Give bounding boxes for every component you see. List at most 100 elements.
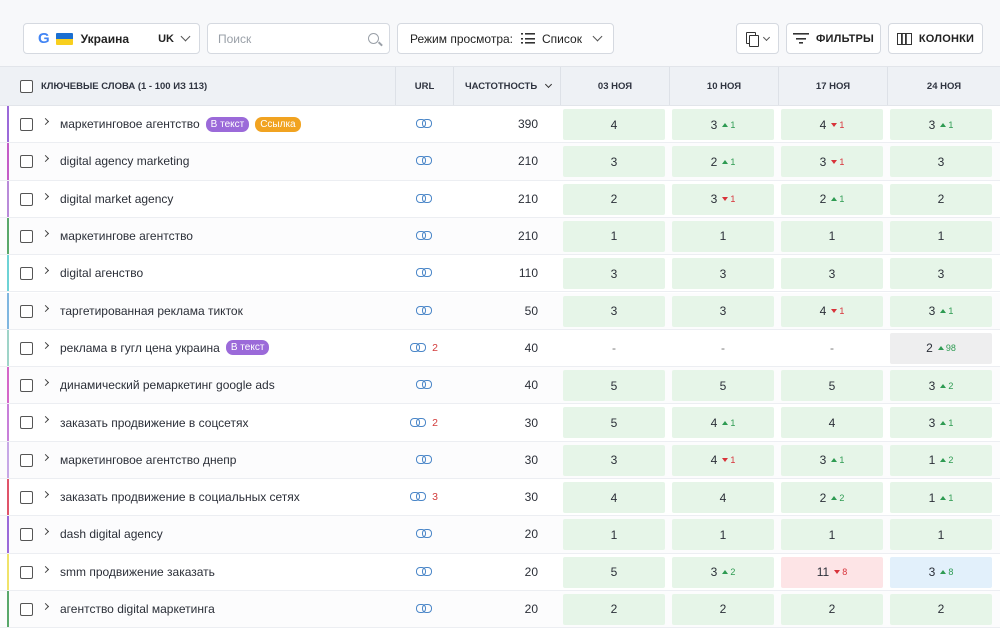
position-cell[interactable]: 1 bbox=[890, 519, 992, 551]
copy-button[interactable] bbox=[736, 23, 779, 54]
position-cell[interactable]: 3 bbox=[563, 444, 665, 476]
row-checkbox[interactable] bbox=[20, 118, 33, 131]
position-cell[interactable]: 1 bbox=[563, 519, 665, 551]
position-cell[interactable]: 4 bbox=[563, 109, 665, 140]
expand-chevron-icon[interactable] bbox=[41, 602, 50, 610]
region-selector[interactable]: G Украина UK bbox=[23, 23, 200, 54]
keyword-text[interactable]: заказать продвижение в социальных сетях bbox=[60, 490, 300, 505]
expand-chevron-icon[interactable] bbox=[41, 416, 50, 424]
tag-badge[interactable]: В текст bbox=[225, 340, 270, 356]
keyword-text[interactable]: маркетингове агентство bbox=[60, 229, 193, 244]
link-icon[interactable] bbox=[416, 268, 432, 278]
search-box[interactable] bbox=[207, 23, 390, 54]
header-frequency[interactable]: ЧАСТОТНОСТЬ bbox=[453, 67, 560, 105]
link-icon[interactable] bbox=[416, 604, 432, 614]
position-cell[interactable]: 3 bbox=[563, 295, 665, 327]
position-cell[interactable]: 2 98 bbox=[890, 332, 992, 364]
sort-chevron-icon[interactable] bbox=[545, 80, 553, 89]
position-cell[interactable]: 4 bbox=[672, 482, 774, 513]
position-cell[interactable]: 2 bbox=[781, 593, 883, 625]
table-row[interactable]: маркетинговое агентство В текст Ссылка 390 4… bbox=[0, 106, 1000, 144]
row-checkbox[interactable] bbox=[20, 304, 33, 318]
position-cell[interactable]: 1 bbox=[890, 220, 992, 252]
position-cell[interactable]: - bbox=[781, 333, 883, 364]
row-checkbox[interactable] bbox=[20, 192, 33, 206]
position-cell[interactable]: 2 bbox=[563, 593, 665, 625]
keyword-text[interactable]: маркетинговое агентство днепр bbox=[60, 452, 237, 467]
expand-chevron-icon[interactable] bbox=[41, 229, 50, 237]
row-checkbox[interactable] bbox=[20, 565, 33, 579]
table-row[interactable]: digital агенство 110 3 3 3 3 bbox=[0, 255, 1000, 293]
table-row[interactable]: digital market agency 210 2 3 1 2 1 2 bbox=[0, 180, 1000, 218]
table-row[interactable]: заказать продвижение в соцсетях 2 30 5 4 1 4 3 1 bbox=[0, 404, 1000, 442]
expand-chevron-icon[interactable] bbox=[41, 379, 50, 387]
link-icon[interactable] bbox=[416, 454, 432, 465]
expand-chevron-icon[interactable] bbox=[41, 490, 50, 499]
keyword-text[interactable]: smm продвижение заказать bbox=[60, 564, 215, 579]
position-cell[interactable]: 3 bbox=[890, 146, 992, 178]
keyword-text[interactable]: агентство digital маркетинга bbox=[60, 602, 215, 617]
position-cell[interactable]: 4 bbox=[781, 407, 883, 439]
position-cell[interactable]: 3 bbox=[563, 146, 665, 178]
row-checkbox[interactable] bbox=[20, 229, 33, 243]
table-row[interactable]: smm продвижение заказать 20 5 3 2 11 8 3 8 bbox=[0, 553, 1000, 591]
link-icon[interactable] bbox=[416, 119, 432, 129]
row-checkbox[interactable] bbox=[20, 491, 33, 504]
link-icon[interactable] bbox=[410, 342, 427, 353]
link-icon[interactable] bbox=[416, 566, 432, 577]
position-cell[interactable]: 2 bbox=[890, 593, 992, 625]
position-cell[interactable]: - bbox=[672, 333, 774, 364]
position-cell[interactable]: 5 bbox=[563, 407, 665, 439]
link-icon[interactable] bbox=[416, 305, 432, 316]
header-date[interactable]: 17 НОЯ bbox=[778, 67, 887, 105]
table-row[interactable]: маркетингове агентство 210 1 1 1 1 bbox=[0, 217, 1000, 256]
row-checkbox[interactable] bbox=[20, 602, 33, 616]
expand-chevron-icon[interactable] bbox=[41, 565, 50, 573]
tag-badge[interactable]: В текст bbox=[205, 116, 250, 132]
position-cell[interactable]: 3 bbox=[781, 258, 883, 290]
position-cell[interactable]: 1 bbox=[781, 519, 883, 551]
keyword-text[interactable]: маркетинговое агентство bbox=[60, 117, 200, 132]
position-cell[interactable]: 2 bbox=[672, 593, 774, 625]
position-cell[interactable]: 3 bbox=[563, 258, 665, 290]
row-checkbox[interactable] bbox=[20, 528, 33, 542]
expand-chevron-icon[interactable] bbox=[41, 528, 50, 536]
expand-chevron-icon[interactable] bbox=[41, 341, 50, 349]
position-cell[interactable]: 5 bbox=[672, 370, 774, 402]
expand-chevron-icon[interactable] bbox=[41, 155, 50, 163]
row-checkbox[interactable] bbox=[20, 155, 33, 169]
table-row[interactable]: digital agency marketing 210 3 2 1 3 1 3 bbox=[0, 143, 1000, 181]
row-checkbox[interactable] bbox=[20, 416, 33, 430]
position-cell[interactable]: 5 bbox=[563, 556, 665, 588]
position-cell[interactable]: 1 bbox=[672, 519, 774, 551]
header-date[interactable]: 03 НОЯ bbox=[560, 67, 669, 105]
position-cell[interactable]: - bbox=[563, 333, 665, 364]
position-cell[interactable]: 4 bbox=[563, 482, 665, 513]
table-row[interactable]: dash digital agency 20 1 1 1 1 bbox=[0, 516, 1000, 554]
row-checkbox[interactable] bbox=[20, 379, 33, 393]
keyword-text[interactable]: таргетированная реклама тикток bbox=[60, 303, 243, 318]
row-checkbox[interactable] bbox=[20, 267, 33, 281]
header-date[interactable]: 10 НОЯ bbox=[669, 67, 778, 105]
select-all-checkbox[interactable] bbox=[20, 79, 33, 93]
keyword-text[interactable]: реклама в гугл цена украина bbox=[60, 340, 220, 355]
link-icon[interactable] bbox=[410, 417, 427, 428]
search-icon[interactable] bbox=[368, 33, 379, 44]
position-cell[interactable]: 1 bbox=[672, 220, 774, 252]
view-mode-selector[interactable]: Режим просмотра: Список bbox=[397, 23, 614, 54]
position-cell[interactable]: 11 8 bbox=[781, 556, 883, 588]
position-cell[interactable]: 3 bbox=[672, 258, 774, 290]
position-cell[interactable]: 2 bbox=[563, 183, 665, 215]
